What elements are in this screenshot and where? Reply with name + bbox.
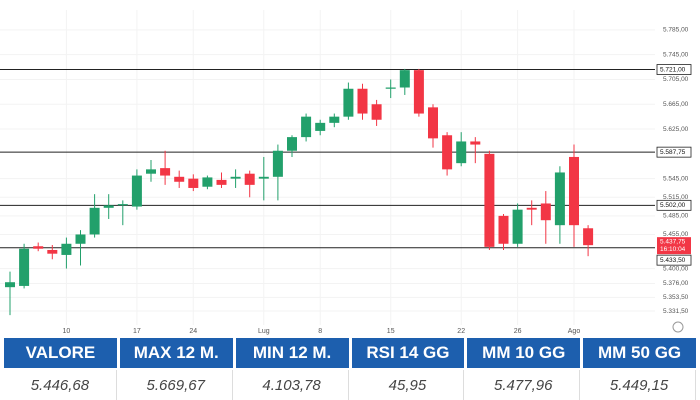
level-label: 5.433,50 (660, 257, 686, 264)
candle-body (526, 207, 537, 210)
table-value: 5.669,67 (120, 370, 233, 400)
candle-body (33, 246, 44, 249)
y-tick-label: 5.515,00 (663, 194, 689, 201)
candle-body (103, 205, 114, 208)
y-tick-label: 5.625,00 (663, 126, 689, 133)
candle-body (554, 172, 565, 226)
table-header: MAX 12 M. (119, 338, 233, 368)
table-value: 45,95 (352, 370, 465, 400)
candle-body (301, 116, 312, 138)
candle-body (216, 179, 227, 185)
x-tick-label: 10 (63, 328, 71, 335)
candle-body (428, 107, 438, 139)
y-tick-label: 5.400,00 (663, 265, 689, 272)
y-tick-label: 5.455,00 (663, 231, 689, 238)
table-header: MIN 12 M. (235, 338, 349, 368)
candle-body (272, 150, 283, 177)
candle-body (61, 243, 72, 255)
y-tick-label: 5.705,00 (663, 76, 689, 83)
candle-body (5, 282, 15, 288)
table-header: MM 50 GG (583, 338, 696, 368)
table-header: MM 10 GG (467, 338, 581, 368)
level-label: 5.721,00 (660, 66, 686, 73)
level-label: 5.587,75 (660, 149, 686, 156)
level-label-box (656, 64, 692, 75)
candle-body (343, 88, 354, 117)
candle-body (315, 122, 326, 131)
candle-body (202, 177, 213, 187)
candle-body (512, 209, 523, 244)
candle-body (540, 203, 551, 221)
candle-body (583, 228, 594, 246)
x-tick-label: 17 (133, 328, 141, 335)
y-tick-label: 5.331,50 (663, 308, 689, 315)
table-value: 5.446,68 (4, 370, 117, 400)
y-tick-label: 5.485,00 (663, 213, 689, 220)
x-tick-label: 26 (514, 328, 522, 335)
candle-body (399, 70, 410, 88)
x-tick-label: 8 (318, 328, 322, 335)
x-tick-label: 22 (457, 328, 465, 335)
candle-body (442, 135, 453, 170)
candle-body (131, 175, 142, 207)
candle-body (456, 141, 467, 164)
candle-body (146, 169, 156, 174)
candle-body (89, 207, 100, 235)
x-tick-label: Ago (568, 328, 581, 335)
table-value: 5.477,96 (467, 370, 581, 400)
candle-body (470, 141, 481, 145)
candle-body (75, 234, 86, 244)
candle-body (385, 87, 396, 89)
candle-body (357, 88, 368, 114)
y-tick-label: 5.785,00 (663, 27, 689, 34)
clock-icon (672, 321, 684, 333)
candle-body (188, 178, 199, 188)
y-tick-label: 5.376,00 (663, 280, 689, 287)
candle-body (117, 204, 128, 206)
table-header: RSI 14 GG (351, 338, 465, 368)
candle-body (287, 137, 297, 151)
candle-body (484, 153, 495, 247)
candle-body (230, 176, 241, 179)
candle-body (329, 116, 340, 123)
candle-body (47, 249, 58, 254)
table-value: 5.449,15 (583, 370, 696, 400)
candle-body (19, 248, 30, 286)
stats-table: VALORE MAX 12 M. MIN 12 M. RSI 14 GG MM 10 G… (0, 338, 700, 400)
last-price-time: 16:10:04 (660, 246, 686, 253)
y-tick-label: 5.353,50 (663, 294, 689, 301)
level-label-box (656, 254, 692, 266)
candle-body (371, 104, 382, 120)
table-header: VALORE (4, 338, 117, 368)
candle-body (174, 176, 185, 182)
y-tick-label: 5.745,00 (663, 51, 689, 58)
candle-body (244, 173, 255, 185)
level-label-box (656, 146, 692, 158)
last-price-box (657, 237, 691, 255)
candle-body (413, 70, 424, 114)
x-tick-label: Lug (258, 328, 270, 335)
chart: 5.785,00 5.745,00 5.705,00 5.665,00 5.625,00… (0, 10, 692, 335)
candle-body (569, 156, 579, 226)
y-tick-label: 5.545,00 (663, 175, 689, 182)
candle-body (160, 168, 171, 176)
x-tick-label: 15 (387, 328, 395, 335)
y-tick-label: 5.665,00 (663, 101, 689, 108)
x-tick-label: 24 (189, 328, 197, 335)
table-value: 4.103,78 (236, 370, 349, 400)
level-label: 5.502,00 (660, 202, 686, 209)
candle-body (498, 215, 509, 244)
last-price-label: 5.437,75 (660, 238, 686, 245)
level-label-box (656, 199, 692, 211)
candle-body (258, 176, 269, 179)
